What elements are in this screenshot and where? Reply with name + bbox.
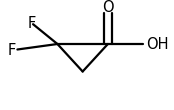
Text: O: O [102,0,114,15]
Text: OH: OH [146,37,169,52]
Text: F: F [27,16,36,31]
Text: F: F [7,43,16,58]
